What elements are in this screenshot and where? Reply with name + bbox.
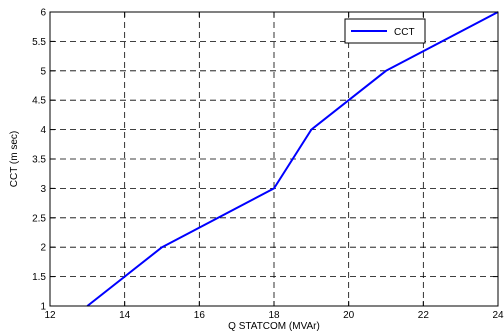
x-tick-label: 18 (268, 310, 280, 321)
x-tick-label: 20 (343, 310, 355, 321)
y-tick-label: 5 (40, 66, 46, 77)
y-tick-label: 5.5 (32, 37, 46, 48)
x-tick-label: 14 (119, 310, 131, 321)
y-tick-label: 1.5 (32, 272, 46, 283)
x-tick-label: 12 (44, 310, 56, 321)
x-tick-label: 22 (418, 310, 430, 321)
y-tick-labels: 1 1.5 2 2.5 3 3.5 4 4.5 5 5.5 6 (32, 8, 46, 313)
x-tick-label: 24 (492, 310, 504, 321)
y-tick-label: 6 (40, 8, 46, 19)
y-tick-label: 4.5 (32, 96, 46, 107)
y-tick-label: 2 (40, 243, 46, 254)
legend: CCT (344, 18, 426, 44)
x-tick-label: 16 (194, 310, 206, 321)
series-line-cct (86, 11, 499, 307)
y-tick-label: 3 (40, 184, 46, 195)
y-tick-label: 3.5 (32, 155, 46, 166)
y-axis-title: CCT (m sec) (9, 131, 20, 187)
x-tick-labels: 12 14 16 18 20 22 24 (44, 310, 504, 321)
y-tick-label: 1 (40, 302, 46, 313)
ticks (49, 11, 499, 307)
y-tick-label: 4 (40, 125, 46, 136)
x-axis-title: Q STATCOM (MVAr) (228, 321, 320, 332)
y-tick-label: 2.5 (32, 213, 46, 224)
legend-label: CCT (394, 27, 415, 38)
